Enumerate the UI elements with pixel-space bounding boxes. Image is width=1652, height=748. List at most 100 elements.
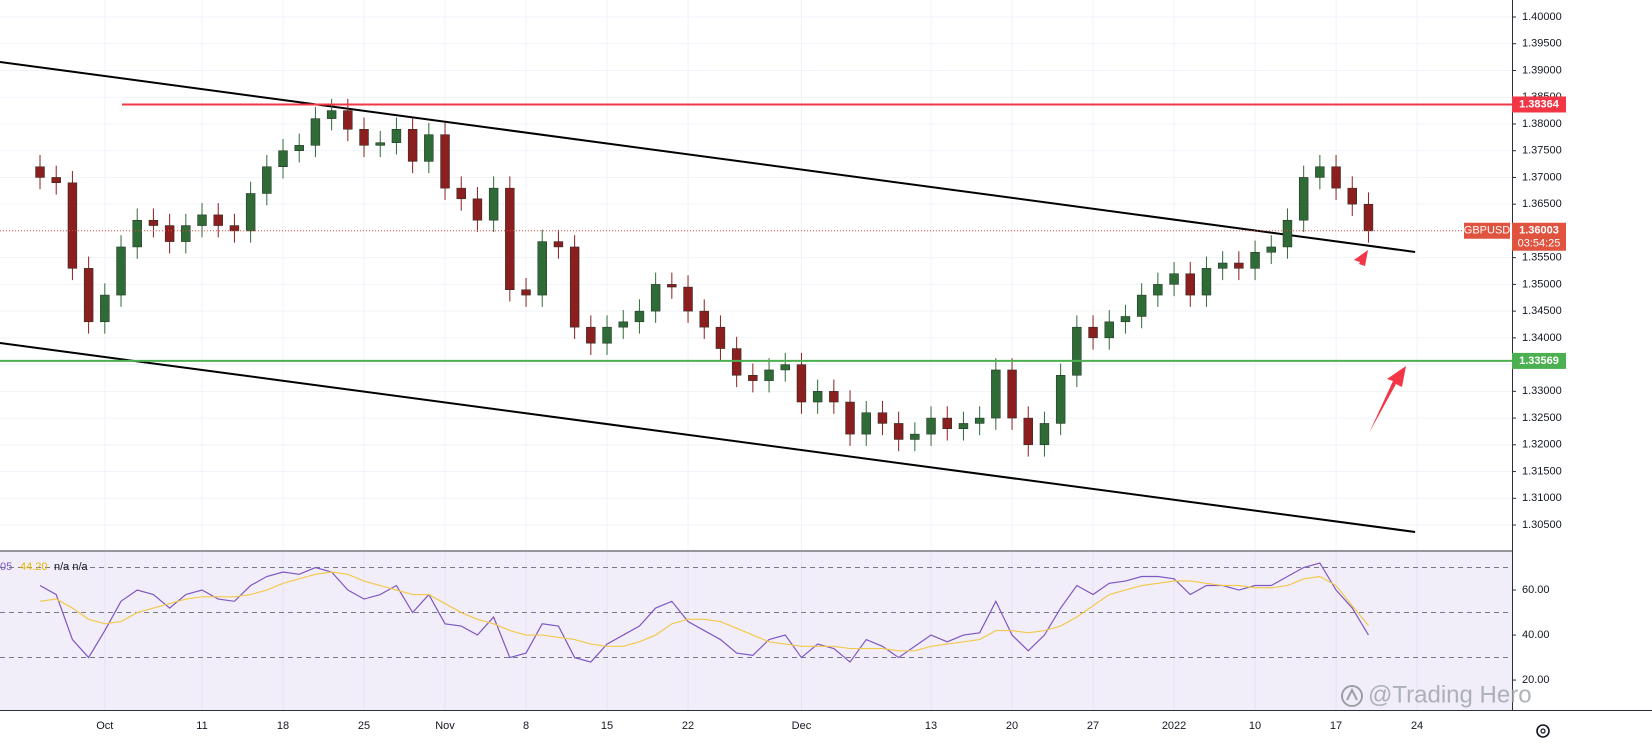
y-tick-label: 1.30500 bbox=[1522, 519, 1562, 531]
candle-body bbox=[618, 321, 628, 328]
settings-gear-hub[interactable] bbox=[1540, 728, 1546, 734]
annotation-arrow bbox=[1369, 366, 1406, 433]
candle-body bbox=[1169, 273, 1179, 285]
level-tag-label: 1.38364 bbox=[1519, 98, 1560, 110]
candle-body bbox=[245, 193, 256, 232]
candle-body bbox=[845, 401, 855, 435]
x-tick-label: 10 bbox=[1249, 720, 1261, 732]
candle-body bbox=[1072, 326, 1082, 376]
y-tick-label: 40.00 bbox=[1522, 629, 1550, 641]
candle-body bbox=[407, 129, 418, 162]
y-tick-label: 1.35500 bbox=[1522, 252, 1562, 264]
candle-body bbox=[926, 417, 936, 435]
annotation-arrow bbox=[1344, 250, 1368, 294]
candle-body bbox=[829, 391, 839, 403]
candle-body bbox=[764, 369, 774, 381]
axes: 1.30500 1.31000 1.31500 1.32000 1.32500 1.330… bbox=[0, 11, 1566, 732]
y-tick-label: 1.37500 bbox=[1522, 145, 1562, 157]
trendline bbox=[0, 60, 1416, 253]
watermark: @Trading Hero bbox=[1368, 681, 1532, 708]
candle-body bbox=[132, 219, 142, 248]
candle-body bbox=[650, 284, 661, 312]
candle-body bbox=[1217, 262, 1228, 269]
current-price-label: 1.36003 bbox=[1519, 225, 1559, 237]
watermark-icon bbox=[1341, 685, 1363, 707]
candle-body bbox=[910, 433, 920, 440]
candle-body bbox=[310, 118, 321, 146]
candle-body bbox=[893, 423, 904, 440]
y-tick-label: 1.34500 bbox=[1522, 305, 1562, 317]
settings-icon[interactable] bbox=[1536, 724, 1550, 738]
x-tick-label: 22 bbox=[682, 720, 694, 732]
candle-body bbox=[83, 268, 94, 323]
candle-body bbox=[812, 391, 823, 403]
y-tick-label: 20.00 bbox=[1522, 674, 1550, 686]
y-tick-label: 1.33000 bbox=[1522, 385, 1562, 397]
current-price-tag bbox=[1512, 222, 1566, 251]
candle-body bbox=[586, 326, 596, 344]
candle-body bbox=[521, 289, 531, 296]
candle-body bbox=[634, 310, 645, 323]
candle-body bbox=[1266, 246, 1276, 253]
candle-body bbox=[51, 177, 61, 184]
y-tick-label: 1.31500 bbox=[1522, 465, 1562, 477]
y-tick-label: 1.37000 bbox=[1522, 171, 1562, 183]
candle-body bbox=[391, 129, 402, 143]
level-tag bbox=[1512, 96, 1566, 113]
candle-body bbox=[1104, 321, 1114, 339]
symbol-tag-label: GBPUSD bbox=[1464, 225, 1511, 237]
y-tick-label: 1.39000 bbox=[1522, 64, 1562, 76]
x-tick-label: 13 bbox=[925, 720, 937, 732]
x-tick-label: 15 bbox=[601, 720, 613, 732]
candle-body bbox=[602, 326, 612, 344]
candle-body bbox=[1088, 326, 1098, 339]
x-tick-label: 20 bbox=[1006, 720, 1018, 732]
trendline bbox=[0, 342, 1416, 533]
candle-body bbox=[67, 182, 78, 269]
candle-body bbox=[958, 423, 969, 430]
candle-body bbox=[488, 187, 499, 221]
candle-body bbox=[262, 166, 272, 194]
candle-body bbox=[861, 412, 871, 435]
y-tick-label: 1.36500 bbox=[1522, 198, 1562, 210]
x-tick-label: Nov bbox=[435, 720, 455, 732]
candle-body bbox=[780, 364, 790, 371]
candle-body bbox=[991, 369, 1001, 419]
candle-body bbox=[667, 284, 677, 288]
settings-gear[interactable] bbox=[1536, 724, 1550, 738]
candle-body bbox=[148, 219, 159, 226]
x-tick-label: 18 bbox=[277, 720, 289, 732]
candle-body bbox=[537, 241, 547, 296]
candle-body bbox=[1331, 166, 1341, 189]
y-tick-label: 1.31000 bbox=[1522, 492, 1562, 504]
candle-body bbox=[1039, 423, 1050, 446]
symbol-tag bbox=[1464, 222, 1510, 239]
x-tick-label: 25 bbox=[358, 720, 370, 732]
y-tick-label: 60.00 bbox=[1522, 584, 1550, 596]
candle-body bbox=[683, 286, 693, 312]
plot bbox=[0, 60, 1512, 663]
candle-body bbox=[100, 294, 110, 323]
x-tick-label: 24 bbox=[1411, 720, 1423, 732]
candle-body bbox=[197, 214, 207, 226]
legend-entry: n/a n/a bbox=[54, 561, 89, 573]
candle-body bbox=[472, 198, 483, 221]
candle-body bbox=[164, 225, 175, 242]
candle-body bbox=[715, 326, 726, 349]
candle-body bbox=[505, 187, 515, 290]
candle-body bbox=[1136, 294, 1147, 317]
candle-body bbox=[1055, 375, 1066, 424]
candle-body bbox=[213, 214, 223, 226]
y-tick-label: 1.40000 bbox=[1522, 11, 1562, 23]
candle-body bbox=[294, 145, 304, 151]
candle-body bbox=[1315, 166, 1325, 178]
x-tick-label: 8 bbox=[523, 720, 529, 732]
candle-body bbox=[1234, 262, 1244, 269]
countdown-label: 03:54:25 bbox=[1518, 238, 1561, 250]
candle-body bbox=[456, 187, 466, 200]
candle-body bbox=[35, 166, 45, 178]
x-tick-label: 11 bbox=[196, 720, 207, 732]
candle-body bbox=[326, 110, 337, 119]
rsi-background bbox=[0, 552, 1512, 710]
